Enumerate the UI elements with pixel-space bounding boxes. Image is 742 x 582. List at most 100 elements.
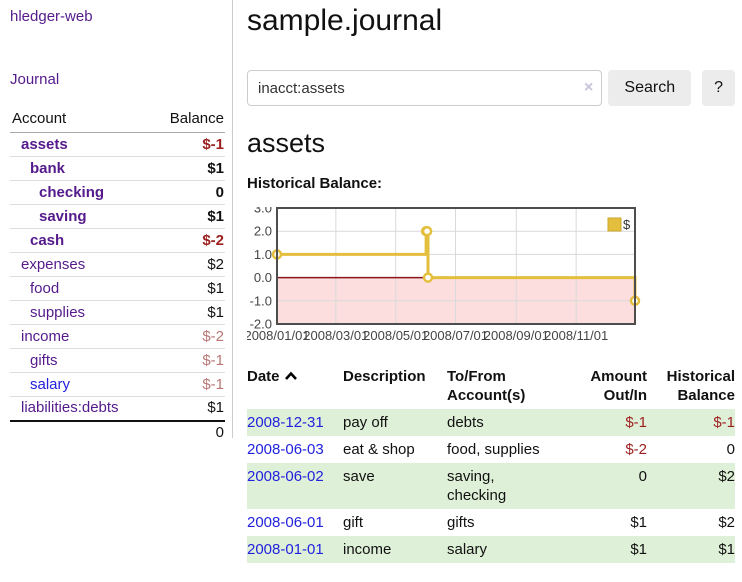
transaction-description: income [343,541,392,558]
account-row-food: food $1 [10,276,225,301]
register-header-row: Date Description To/From Account(s) Amou… [247,365,735,409]
transaction-accounts: salary [447,541,488,558]
account-link-saving[interactable]: saving [39,207,87,225]
register-row: 2008-12-31 pay off debts $-1 $-1 [247,409,735,436]
clear-search-icon[interactable]: × [584,79,594,96]
account-row-supplies: supplies $1 [10,300,225,325]
account-row-income: income $-2 [10,324,225,349]
sidebar-item-journal[interactable]: Journal [10,71,60,88]
accounts-header-balance: Balance [150,107,225,133]
transaction-amount: $-1 [625,414,647,431]
historical-balance-chart: 3.0 2.0 1.0 0.0 -1.0 -2.0 2008/01/01 2008/03/01… [244,201,735,347]
transaction-date-link[interactable]: 2008-12-31 [247,414,324,431]
svg-text:0.0: 0.0 [254,270,272,285]
account-link-supplies[interactable]: supplies [30,303,86,321]
account-row-expenses: expenses $2 [10,252,225,277]
register-row: 2008-06-02 save saving, checking 0 $2 [247,463,735,509]
transaction-description: gift [343,514,364,531]
transaction-accounts: debts [447,414,484,431]
accounts-header-row: Account Balance [10,107,225,133]
account-link-checking[interactable]: checking [39,183,105,201]
account-link-income[interactable]: income [21,327,70,345]
account-link-cash[interactable]: cash [30,231,65,249]
account-balance: $1 [150,156,225,181]
svg-text:2008/05/01: 2008/05/01 [363,328,428,343]
sort-ascending-icon[interactable] [284,367,298,386]
account-link-gifts[interactable]: gifts [30,351,58,369]
transaction-date-link[interactable]: 2008-06-01 [247,514,324,531]
search-box: × [247,70,603,106]
page-title: sample.journal [247,4,443,37]
account-link-liabilities-debts[interactable]: liabilities:debts [21,399,119,417]
svg-text:-1.0: -1.0 [250,293,272,308]
main-content: sample.journal × Search ? assets Histori… [244,0,735,563]
account-balance: $2 [150,252,225,277]
transaction-balance: $2 [718,514,735,531]
transaction-balance: $1 [718,541,735,558]
register-row: 2008-06-01 gift gifts $1 $2 [247,509,735,536]
account-balance: $1 [150,204,225,229]
transaction-description: save [343,468,375,485]
account-row-cash: cash $-2 [10,228,225,253]
svg-text:2008/09/01: 2008/09/01 [484,328,549,343]
account-link-salary[interactable]: salary [30,375,71,393]
account-balance: $-1 [150,372,225,397]
svg-text:2008/11/01: 2008/11/01 [544,328,608,343]
account-heading: assets [247,128,326,158]
search-form: × Search ? [247,70,735,106]
search-input[interactable] [247,70,603,106]
register-header-amount: Amount Out/In [590,368,647,404]
account-balance: $-1 [150,348,225,373]
account-balance: $-1 [150,132,225,157]
account-link-bank[interactable]: bank [30,159,66,177]
account-balance: $1 [150,396,225,421]
transaction-date-link[interactable]: 2008-06-03 [247,441,324,458]
account-link-food[interactable]: food [30,279,60,297]
chart-canvas: 3.0 2.0 1.0 0.0 -1.0 -2.02008/01/012008/03/01… [244,201,641,343]
svg-text:2.0: 2.0 [254,224,272,239]
register-table: Date Description To/From Account(s) Amou… [247,365,735,563]
register-header-balance: Historical Balance [666,368,735,404]
transaction-accounts: saving, checking [447,468,507,504]
transaction-date-link[interactable]: 2008-01-01 [247,541,324,558]
register-header-date[interactable]: Date [247,365,343,409]
svg-text:1.0: 1.0 [254,247,272,262]
app-title-link[interactable]: hledger-web [10,8,93,25]
accounts-header-account: Account [10,107,151,133]
account-balance: $1 [150,300,225,325]
transaction-balance: $-1 [713,414,735,431]
account-row-bank: bank $1 [10,156,225,181]
account-row-gifts: gifts $-1 [10,348,225,373]
transaction-description: pay off [343,414,388,431]
register-row: 2008-01-01 income salary $1 $1 [247,536,735,563]
account-link-assets[interactable]: assets [21,135,68,153]
transaction-description: eat & shop [343,441,415,458]
transaction-date-link[interactable]: 2008-06-02 [247,468,324,485]
transaction-amount: $1 [630,514,647,531]
transaction-accounts: food, supplies [447,441,540,458]
chart-heading: Historical Balance: [247,175,383,192]
accounts-total-value: 0 [150,419,225,445]
account-link-expenses[interactable]: expenses [21,255,86,273]
transaction-balance: 0 [726,441,735,458]
register-header-description: Description [343,368,426,385]
register-row: 2008-06-03 eat & shop food, supplies $-2… [247,436,735,463]
svg-text:$: $ [623,217,631,232]
accounts-total-row: 0 [10,419,225,445]
account-row-checking: checking 0 [10,180,225,205]
accounts-table: Account Balance assets $-1 bank $1 check… [10,107,225,445]
search-button[interactable]: Search [608,70,692,106]
help-button[interactable]: ? [702,70,735,106]
account-row-assets: assets $-1 [10,132,225,157]
transaction-amount: $1 [630,541,647,558]
transaction-balance: $2 [718,468,735,485]
sidebar: hledger-web Journal Account Balance asse… [0,0,233,445]
account-balance: $1 [150,276,225,301]
svg-text:2008/07/01: 2008/07/01 [423,328,488,343]
svg-text:2008/01/01: 2008/01/01 [247,328,310,343]
account-balance: $-2 [150,228,225,253]
transaction-amount: 0 [638,468,647,485]
account-row-saving: saving $1 [10,204,225,229]
account-balance: $-2 [150,324,225,349]
svg-text:3.0: 3.0 [254,207,272,216]
